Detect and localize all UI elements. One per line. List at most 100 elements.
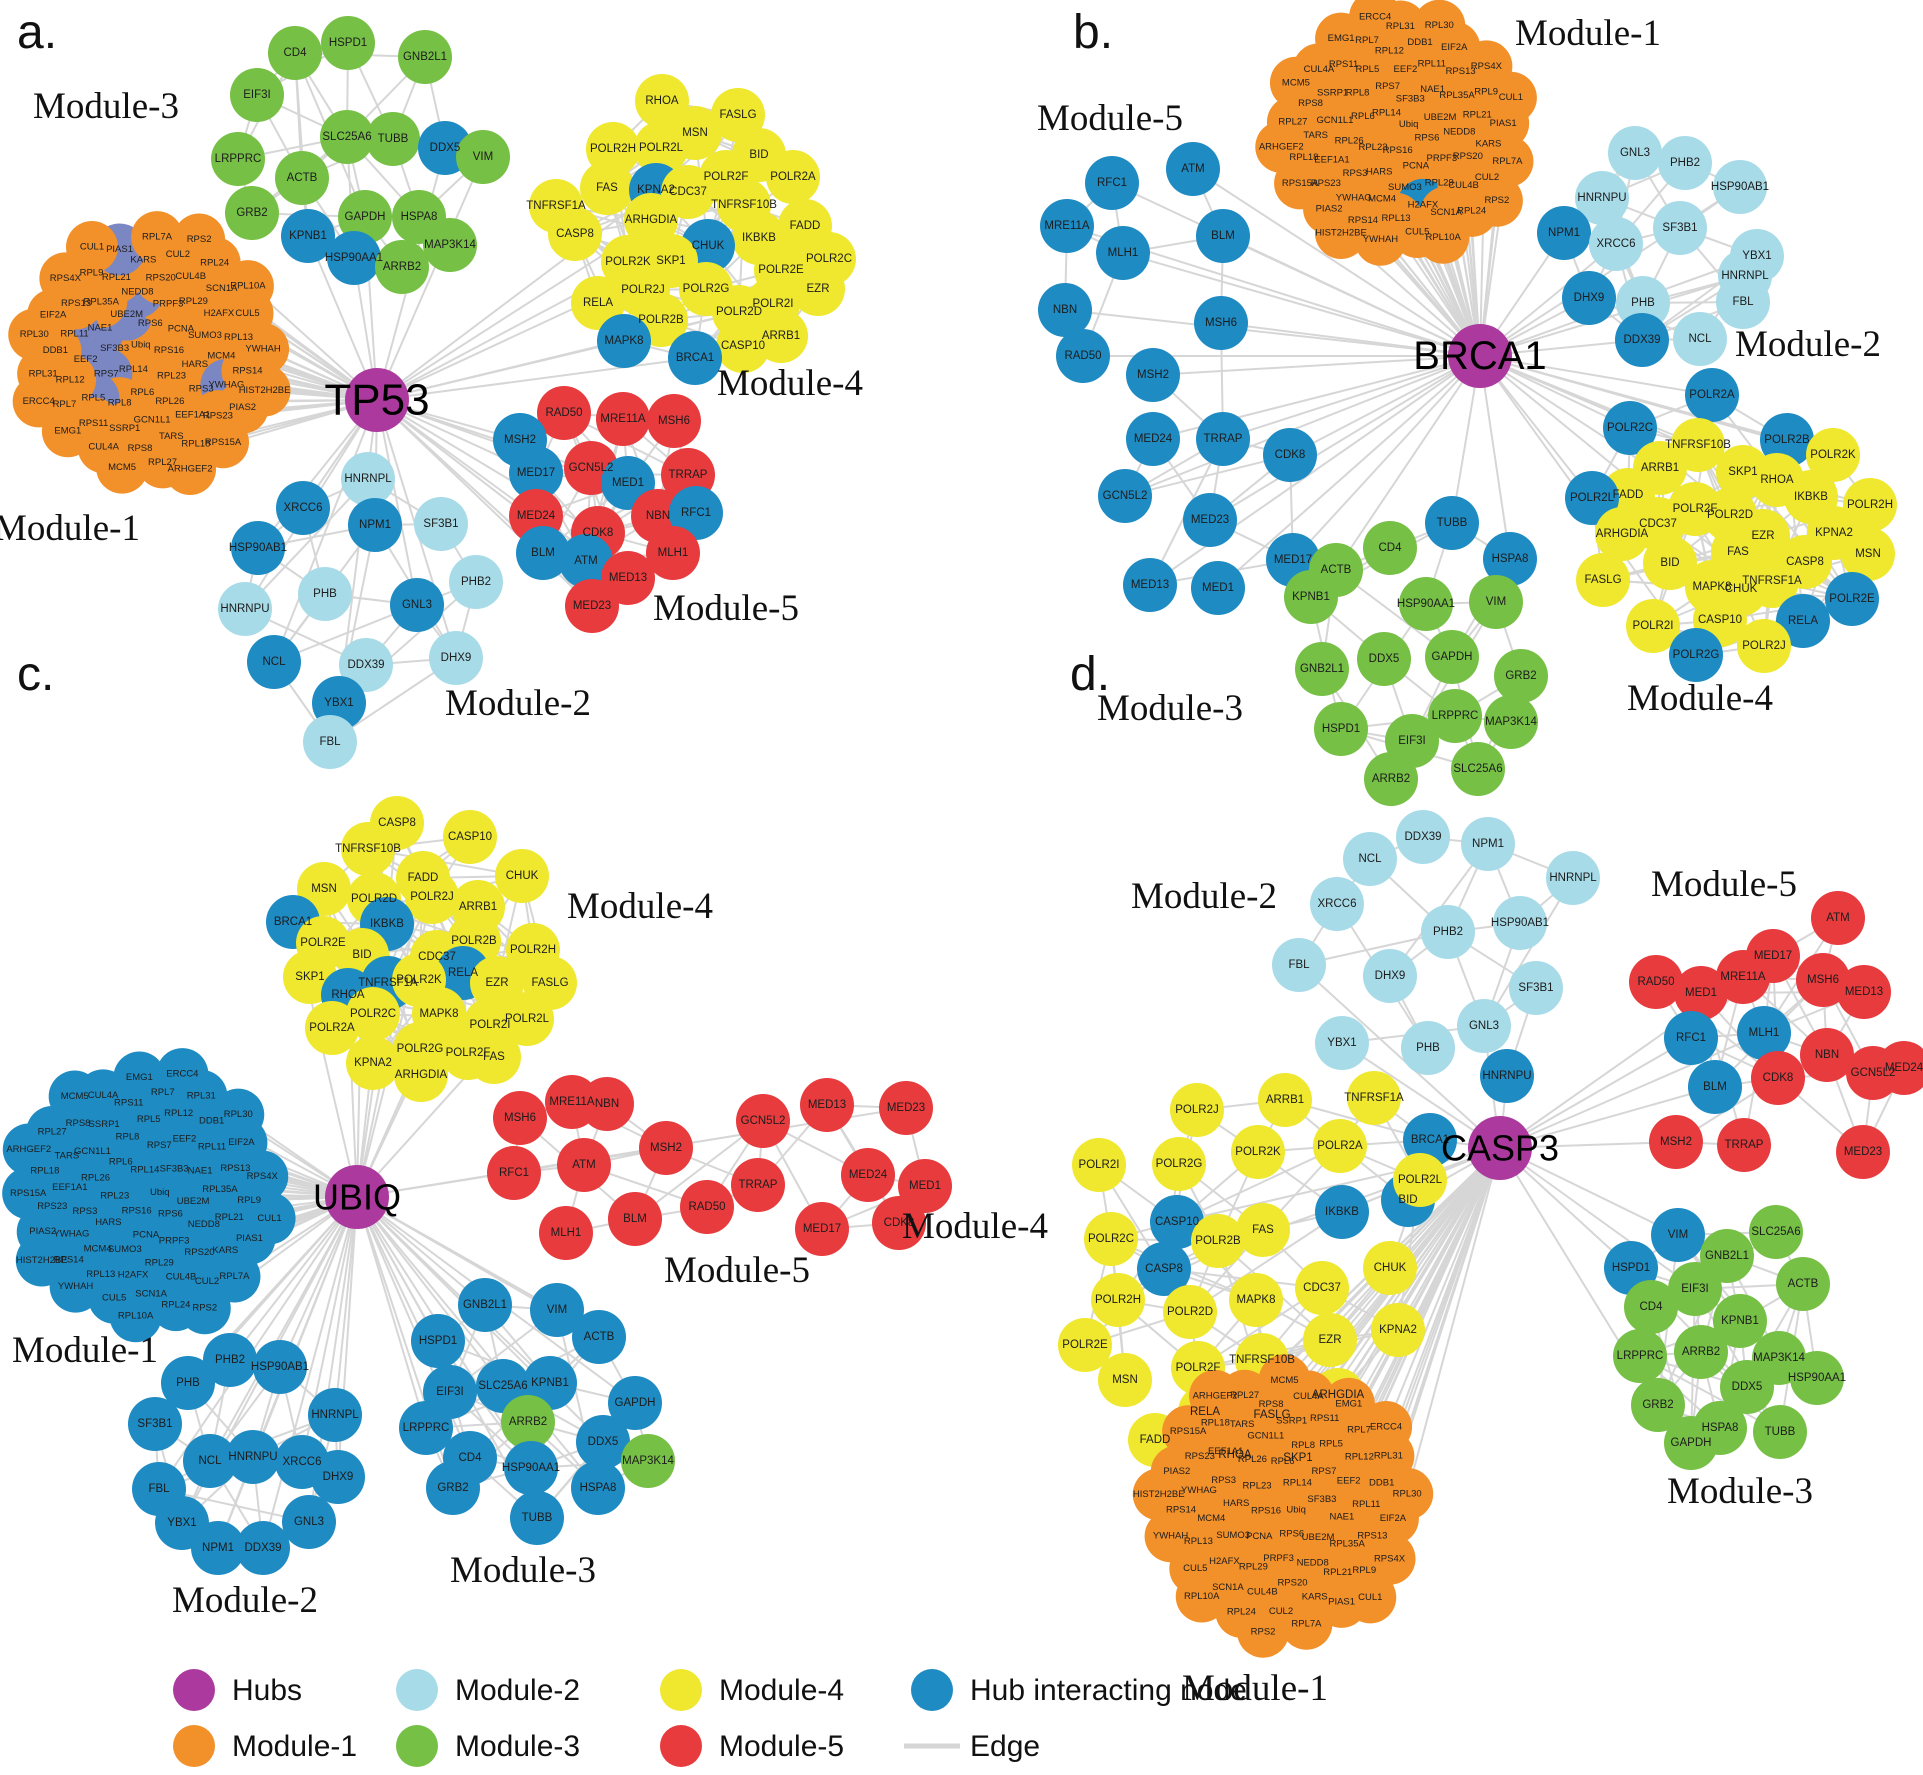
node-MSN — [1841, 527, 1895, 581]
node-label-POLR2G: POLR2G — [1673, 649, 1720, 661]
node-label-TUBB: TUBB — [1437, 517, 1468, 529]
node-NPM1 — [191, 1521, 245, 1575]
node-ACTB — [1776, 1257, 1830, 1311]
node-EMG1 — [1322, 1377, 1375, 1430]
node-label-RPS4X: RPS4X — [1374, 1553, 1406, 1564]
legend-label-Hubs: Hubs — [232, 1674, 302, 1707]
node-label-RPL6: RPL6 — [1271, 1456, 1295, 1467]
node-label-VIM: VIM — [1668, 1229, 1688, 1241]
node-label-NAE1: NAE1 — [188, 1166, 213, 1177]
node-label-RPL8: RPL8 — [116, 1132, 140, 1143]
node-label-DDB1: DDB1 — [1407, 37, 1432, 48]
node-label-EEF1A1: EEF1A1 — [175, 409, 210, 420]
hub-node-UBIQ — [325, 1165, 389, 1229]
node-label-EIF3I: EIF3I — [436, 1386, 463, 1398]
hub-edge — [1479, 275, 1746, 357]
node-TRRAP — [731, 1158, 785, 1212]
node-label-RPS3: RPS3 — [1211, 1475, 1236, 1486]
node-label-RPS6: RPS6 — [158, 1209, 183, 1220]
module-title-a-Module-2: Module-2 — [445, 683, 591, 724]
node-label-CDK8: CDK8 — [1275, 449, 1306, 461]
node-label-RPS3: RPS3 — [73, 1206, 98, 1217]
hub-edge — [376, 399, 418, 606]
module-title-b-Module-5: Module-5 — [1037, 98, 1183, 139]
node-label-SSRP1: SSRP1 — [109, 423, 140, 434]
node-label-MAP3K14: MAP3K14 — [1485, 716, 1537, 728]
node-label-ARHGDIA: ARHGDIA — [1596, 528, 1649, 540]
node-RPS4X — [1363, 1532, 1416, 1585]
node-label-DDX39: DDX39 — [1623, 334, 1660, 346]
node-FASLG — [1576, 553, 1630, 607]
node-label-RPL23: RPL23 — [1243, 1480, 1272, 1491]
node-label-RPS14: RPS14 — [1166, 1505, 1196, 1516]
node-label-ATM: ATM — [1181, 163, 1204, 175]
hub-label-BRCA1: BRCA1 — [1413, 334, 1546, 378]
node-label-PRPF3: PRPF3 — [159, 1235, 190, 1246]
module-title-a-Module-1: Module-1 — [0, 508, 140, 549]
hub-label-TP53: TP53 — [324, 376, 429, 425]
node-HNRNPU — [1480, 1049, 1534, 1103]
node-label-RAD50: RAD50 — [545, 407, 582, 419]
node-label-PCNA: PCNA — [133, 1229, 160, 1240]
node-label-KARS: KARS — [130, 255, 156, 266]
node-CUL1 — [243, 1192, 296, 1245]
node-label-TRRAP: TRRAP — [739, 1179, 778, 1191]
node-label-EEF1A1: EEF1A1 — [1208, 1446, 1243, 1457]
node-label-LRPPRC: LRPPRC — [215, 153, 262, 165]
node-label-PIAS2: PIAS2 — [229, 402, 256, 413]
node-label-HNRNPL: HNRNPL — [1549, 872, 1597, 884]
node-label-GAPDH: GAPDH — [615, 1397, 656, 1409]
node-label-RFC1: RFC1 — [681, 507, 711, 519]
node-label-RPS11: RPS11 — [1329, 59, 1358, 70]
node-label-MSH6: MSH6 — [658, 415, 690, 427]
node-label-RPS13: RPS13 — [1357, 1531, 1387, 1542]
node-label-RPS23: RPS23 — [203, 411, 233, 422]
node-label-POLR2K: POLR2K — [1810, 449, 1856, 461]
node-label-RPL35A: RPL35A — [202, 1184, 238, 1195]
node-YWHAH — [237, 323, 290, 376]
node-label-CUL2: CUL2 — [195, 1276, 219, 1287]
node-label-HSPA8: HSPA8 — [1702, 1422, 1739, 1434]
node-label-MCM4: MCM4 — [1197, 1513, 1225, 1524]
node-CUL1 — [1484, 71, 1537, 124]
panel-letter-b: b. — [1073, 6, 1113, 59]
node-label-MCM4: MCM4 — [207, 351, 235, 362]
node-label-MED17: MED17 — [803, 1223, 841, 1235]
node-label-RPL13: RPL13 — [1184, 1536, 1213, 1547]
node-KPNB1 — [1713, 1294, 1767, 1348]
node-label-RPS2: RPS2 — [187, 234, 212, 245]
node-label-RPS16: RPS16 — [1383, 145, 1413, 156]
node-label-H2AFX: H2AFX — [1209, 1556, 1240, 1567]
node-HSP90AA1 — [327, 231, 381, 285]
node-label-POLR2F: POLR2F — [1176, 1362, 1221, 1374]
node-label-RPL5: RPL5 — [1355, 64, 1379, 75]
node-SF3B1 — [1653, 201, 1707, 255]
node-label-MED23: MED23 — [1191, 514, 1229, 526]
node-VIM — [1651, 1208, 1705, 1262]
hub-edge — [356, 1196, 599, 1489]
node-label-RPS3: RPS3 — [1343, 168, 1368, 179]
node-LRPPRC — [1428, 689, 1482, 743]
node-label-RPL27: RPL27 — [148, 457, 177, 468]
node-label-CHUK: CHUK — [1374, 1262, 1407, 1274]
node-FBL — [1716, 275, 1770, 329]
node-MED24 — [1877, 1041, 1923, 1095]
node-label-CD4: CD4 — [1639, 1301, 1663, 1313]
node-label-RPL30: RPL30 — [1425, 20, 1454, 31]
node-label-POLR2J: POLR2J — [621, 284, 664, 296]
node-label-TARS: TARS — [1230, 1419, 1255, 1430]
node-label-NEDD8: NEDD8 — [188, 1219, 220, 1230]
module-title-d-Module-2: Module-2 — [1131, 876, 1277, 917]
node-MED17 — [795, 1202, 849, 1256]
hub-edge — [1222, 235, 1481, 357]
node-label-KPNA2: KPNA2 — [637, 184, 675, 196]
node-label-FADD: FADD — [1140, 1434, 1171, 1446]
node-label-MAPK8: MAPK8 — [1237, 1294, 1276, 1306]
node-label-SLC25A6: SLC25A6 — [1751, 1226, 1800, 1238]
node-label-RPS14: RPS14 — [1348, 215, 1378, 226]
node-label-MED1: MED1 — [909, 1180, 941, 1192]
node-MLH1 — [1737, 1006, 1791, 1060]
node-label-EZR: EZR — [1752, 530, 1775, 542]
node-label-FADD: FADD — [1613, 489, 1644, 501]
